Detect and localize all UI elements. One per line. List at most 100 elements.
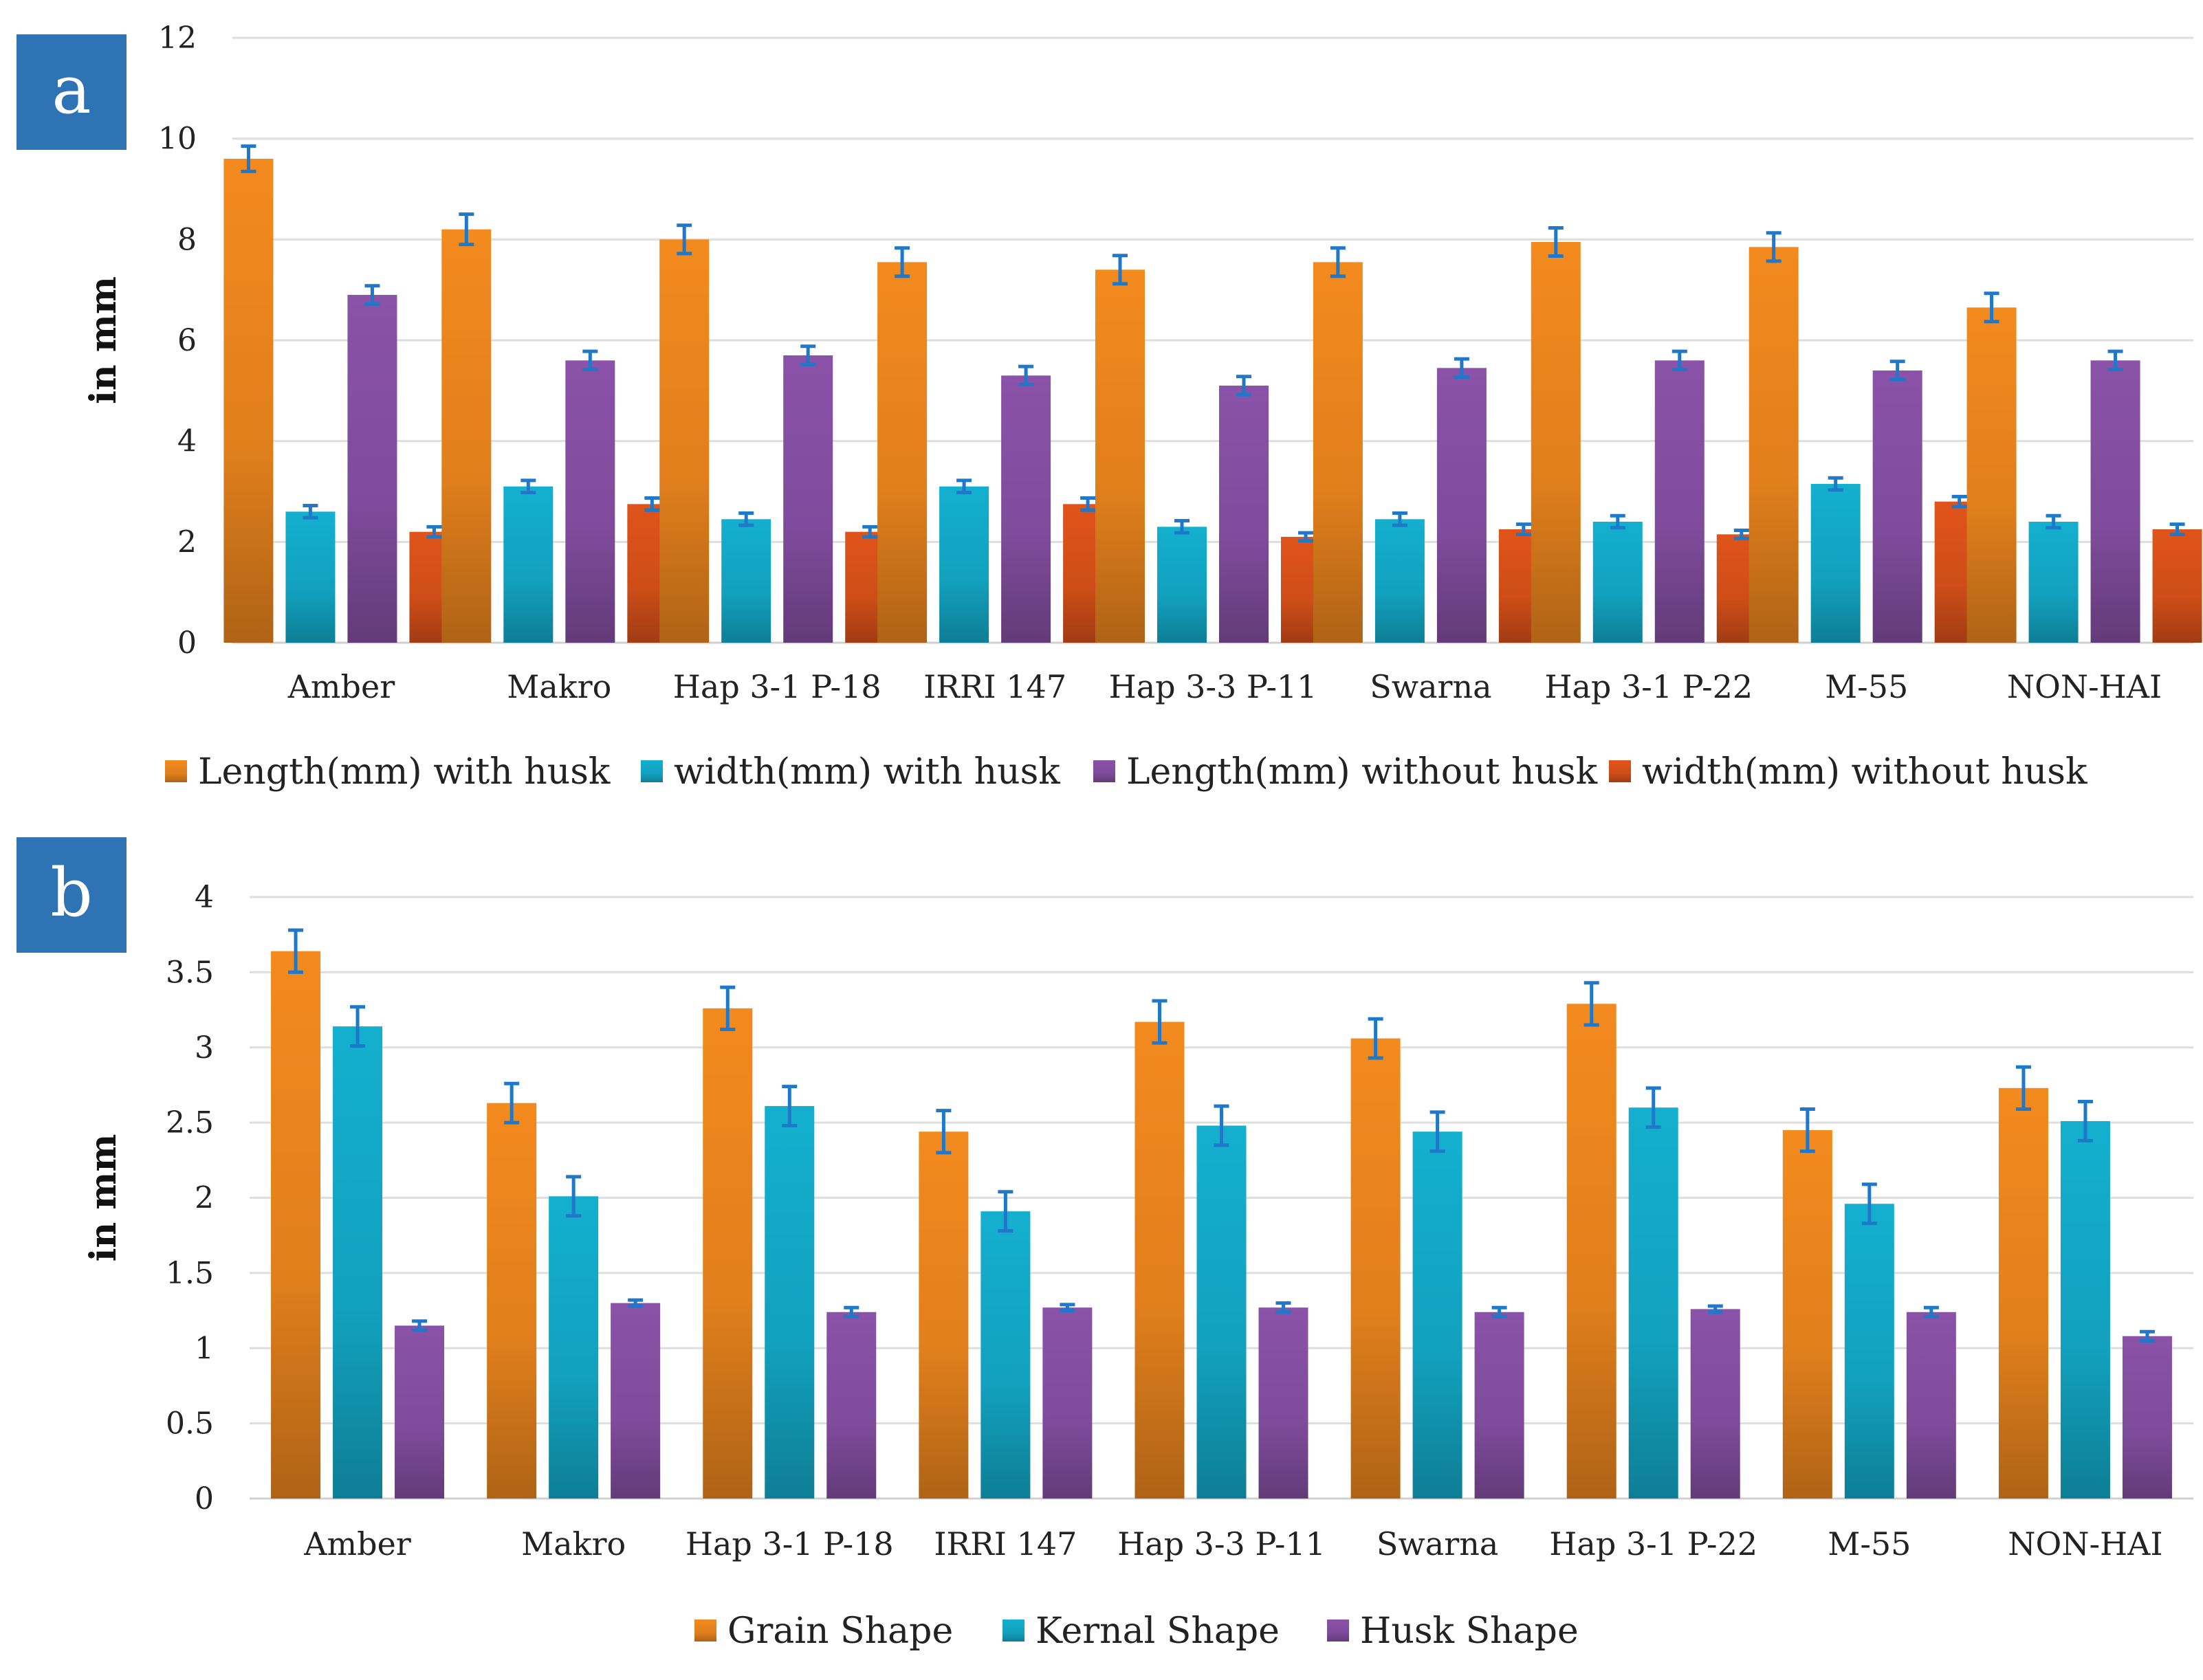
x-category-label: Hap 3-3 P-11 — [1109, 668, 1317, 705]
bar — [1531, 242, 1581, 643]
bar — [826, 1312, 877, 1499]
bar — [1196, 1125, 1247, 1499]
y-tick-label: 3 — [195, 1030, 214, 1065]
x-axis-categories: Amber Makro Hap 3-1 P-18 IRRI 147 Hap 3-3 P-… — [303, 1525, 2162, 1562]
bar — [1042, 1307, 1093, 1499]
chart-panel-a: 0 2 4 6 8 10 12 in mm Amber Makro Hap 3-1 P-18 IRRI… — [17, 21, 2202, 793]
bar — [503, 486, 554, 643]
bar — [285, 511, 336, 643]
bar — [1350, 1038, 1401, 1499]
x-category-label: Makro — [507, 668, 611, 705]
legend: Length(mm) with husk width(mm) with husk L… — [165, 751, 2087, 793]
bar — [1374, 519, 1425, 643]
bar — [1095, 269, 1145, 643]
x-category-label: Hap 3-1 P-22 — [1544, 668, 1753, 705]
bar — [980, 1211, 1031, 1499]
legend-swatch — [1327, 1620, 1349, 1642]
bar — [1844, 1204, 1894, 1499]
bar — [1258, 1307, 1308, 1499]
bar — [1566, 1004, 1616, 1499]
bars — [271, 951, 2172, 1499]
y-tick-label: 1 — [195, 1331, 214, 1366]
x-category-label: Amber — [287, 668, 395, 705]
bar — [1592, 522, 1643, 643]
x-category-label: Makro — [521, 1525, 626, 1562]
bar — [441, 229, 492, 643]
bar — [1966, 307, 2017, 643]
x-category-label: Amber — [303, 1525, 411, 1562]
y-tick-label: 3.5 — [166, 955, 214, 990]
bar — [783, 355, 833, 643]
error-bars — [241, 144, 2185, 543]
y-tick-label: 1.5 — [166, 1256, 214, 1291]
y-tick-label: 0 — [195, 1481, 214, 1516]
x-category-label: Hap 3-1 P-18 — [686, 1525, 894, 1562]
bar — [1001, 375, 1051, 643]
bar — [2060, 1120, 2110, 1499]
bar — [1998, 1087, 2048, 1499]
bar — [1135, 1021, 1185, 1499]
bar — [1219, 386, 1269, 643]
bar — [1474, 1312, 1524, 1499]
error-bars — [288, 928, 2155, 1342]
y-axis-ticks: 0 2 4 6 8 10 12 — [158, 21, 197, 661]
x-category-label: NON-HAI — [2008, 1525, 2162, 1562]
y-tick-label: 12 — [158, 21, 197, 56]
bar — [565, 360, 615, 643]
y-tick-label: 2 — [177, 524, 197, 560]
x-category-label: NON-HAI — [2007, 668, 2162, 705]
bar — [333, 1026, 383, 1499]
bar — [1628, 1107, 1678, 1499]
bar — [939, 486, 989, 643]
bar — [2028, 522, 2079, 643]
panel-label-badge: a — [17, 34, 127, 150]
bar — [1412, 1131, 1462, 1499]
bar — [1690, 1309, 1740, 1499]
y-tick-label: 0 — [177, 626, 197, 661]
legend-swatch — [694, 1620, 716, 1642]
bar — [2122, 1336, 2172, 1499]
bar — [721, 519, 771, 643]
x-category-label: Swarna — [1377, 1525, 1498, 1562]
legend-label: Length(mm) with husk — [198, 751, 611, 793]
legend-label: Husk Shape — [1360, 1611, 1579, 1652]
bar — [2152, 529, 2202, 643]
y-tick-label: 2.5 — [166, 1105, 214, 1140]
panel-badge-box — [17, 837, 127, 953]
y-axis-label: in mm — [83, 276, 124, 404]
panel-label-badge: b — [17, 837, 127, 953]
legend-label: Grain Shape — [727, 1611, 953, 1652]
bar — [347, 295, 397, 643]
bar — [1313, 262, 1363, 643]
bars — [223, 159, 2202, 643]
gridlines — [232, 36, 2193, 644]
bar — [549, 1196, 599, 1499]
legend-swatch — [1093, 760, 1115, 782]
y-tick-label: 2 — [195, 1181, 214, 1216]
bar — [877, 262, 928, 643]
bar — [703, 1008, 753, 1499]
legend-swatch — [165, 760, 187, 782]
y-tick-label: 4 — [195, 880, 214, 915]
legend-swatch — [641, 760, 663, 782]
bar — [1749, 247, 1799, 643]
panel-badge-letter: b — [50, 854, 92, 931]
panel-badge-box — [17, 34, 127, 150]
bar — [395, 1325, 445, 1499]
y-axis-ticks: 0 0.5 1 1.5 2 2.5 3 3.5 4 — [166, 880, 214, 1516]
legend-label: Length(mm) without husk — [1126, 751, 1598, 793]
bar — [1654, 360, 1705, 643]
legend-swatch — [1002, 1620, 1024, 1642]
legend-label: width(mm) without husk — [1642, 751, 2087, 793]
bar — [1906, 1312, 1956, 1499]
x-category-label: IRRI 147 — [923, 668, 1066, 705]
x-category-label: M-55 — [1825, 668, 1908, 705]
y-tick-label: 8 — [177, 222, 197, 257]
bar — [271, 951, 321, 1499]
chart-panel-b: 0 0.5 1 1.5 2 2.5 3 3.5 4 in mm Amber Makro Hap 3-1 … — [17, 837, 2193, 1652]
panel-badge-letter: a — [52, 52, 91, 129]
bar — [1436, 368, 1487, 643]
bar — [659, 239, 710, 643]
